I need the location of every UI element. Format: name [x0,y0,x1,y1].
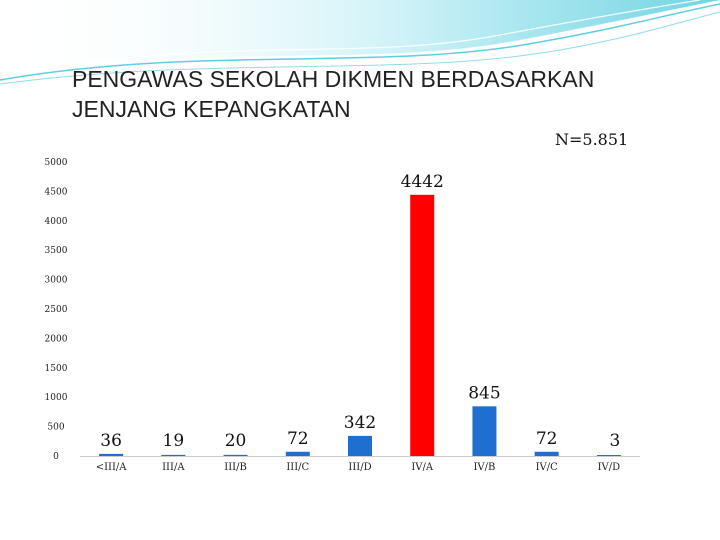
x-tick-label: III/C [286,462,309,473]
x-tick-label: III/A [162,462,185,473]
x-tick-label: III/D [348,462,371,473]
data-label: 342 [344,413,376,433]
data-label: 72 [287,429,309,449]
x-tick-label: IV/A [411,462,434,473]
sample-size-note: N=5.851 [555,130,629,149]
decorative-wave-banner [0,0,720,85]
x-tick-label: IV/B [473,462,495,473]
x-tick-label: IV/D [598,462,621,473]
data-label: 4442 [401,172,444,192]
data-label: 36 [100,431,122,451]
y-tick-label: 2500 [45,305,68,315]
bar-iva [410,194,435,456]
bar-iiid [348,435,372,456]
bar-iiib [223,454,248,456]
y-tick-label: 5000 [45,158,68,168]
slide-title: PENGAWAS SEKOLAH DIKMEN BERDASARKAN JENJ… [72,64,672,124]
slide-title-line-2: JENJANG KEPANGKATAN [72,96,351,122]
slide-title-line-1: PENGAWAS SEKOLAH DIKMEN BERDASARKAN [72,66,595,92]
y-tick-label: 500 [47,423,64,433]
y-tick-label: 0 [53,452,59,462]
bar-ivb [472,406,497,456]
x-tick-label: IV/C [536,462,559,473]
bar-iiic [285,451,310,456]
data-label: 72 [536,429,558,449]
bar-iiia [99,453,124,456]
bar-chart: 0 500 1000 1500 2000 2500 3000 3500 4000 4500 5000… [45,158,640,473]
y-tick-label: 4500 [45,187,68,197]
bar-iiia [161,454,186,456]
y-tick-label: 1500 [45,364,68,374]
data-label: 3 [609,431,620,451]
data-label: 19 [163,431,185,451]
bar-ivd [596,455,621,456]
y-tick-label: 3000 [45,276,68,286]
bar-ivc [534,451,559,456]
y-tick-label: 1000 [45,393,68,403]
x-tick-label: III/B [224,462,247,473]
y-tick-label: 3500 [45,246,68,256]
data-label: 20 [225,431,247,451]
y-tick-label: 2000 [45,334,68,344]
x-tick-label: <III/A [96,462,128,473]
data-label: 845 [468,383,500,403]
y-tick-label: 4000 [45,217,68,227]
